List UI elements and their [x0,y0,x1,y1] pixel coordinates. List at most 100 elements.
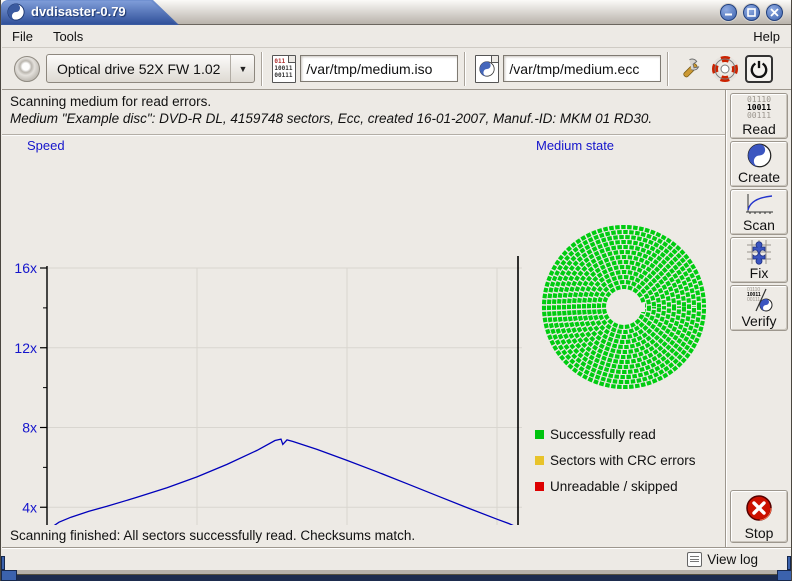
svg-text:10011: 10011 [747,292,761,298]
wrench-icon [683,58,700,77]
titlebar[interactable]: dvdisaster-0.79 [1,0,791,25]
power-icon [751,60,768,78]
footer-bar: View log [2,547,791,570]
svg-text:4x: 4x [22,499,37,515]
window-bottom-border [1,570,791,581]
chevron-down-icon[interactable]: ▼ [230,55,254,82]
svg-text:12x: 12x [14,340,37,356]
close-icon [770,8,779,17]
close-button[interactable] [766,4,783,21]
scan-graph-icon [746,193,773,214]
medium-state-title: Medium state [536,138,615,153]
create-button-label: Create [737,169,781,185]
menu-tools[interactable]: Tools [52,29,84,44]
disc-ring [581,264,667,350]
legend-item: Successfully read [535,421,696,447]
maximize-icon [747,8,756,17]
svg-text:00111: 00111 [747,297,760,303]
resize-grip-left[interactable] [1,570,17,581]
app-yinyang-icon [7,3,25,21]
disc-ring [571,254,677,360]
toolbar-separator [464,51,466,86]
verify-button[interactable]: 01110 10011 00111 Verify [730,285,788,331]
log-icon [687,551,703,567]
create-button[interactable]: Create [730,141,788,187]
legend-label: Sectors with CRC errors [550,452,696,468]
legend-label: Unreadable / skipped [550,478,678,494]
optical-disc-icon [14,55,40,82]
lifebuoy-icon [712,55,739,82]
svg-text:16x: 16x [14,260,37,276]
stop-button-label: Stop [744,525,774,541]
read-icon: 01110 10011 00111 [746,94,772,120]
verify-icon: 01110 10011 00111 [747,287,773,312]
main-content: Scanning medium for read errors. Medium … [2,90,725,547]
help-button[interactable] [711,55,739,83]
action-sidebar: 01110 10011 00111 Read Create Scan [725,90,791,547]
stop-icon [746,495,772,521]
speed-chart: 0x4x8x12x16x0.0G2.5G5.0G7.5G [14,256,522,525]
disc-ring [561,244,687,370]
toolbar-separator [667,51,669,86]
legend-item: Sectors with CRC errors [535,447,696,473]
disc-ring [586,269,662,345]
resize-grip[interactable] [1,556,5,570]
preferences-button[interactable] [677,55,705,83]
read-button-label: Read [742,121,776,137]
ecc-file-icon [475,54,500,83]
menubar: File Tools Help [2,26,791,48]
scan-button-label: Scan [743,217,775,233]
titlebar-tab-highlight [2,1,176,24]
minimize-icon [725,13,732,16]
window-title: dvdisaster-0.79 [31,4,126,19]
disc-hole-notch [634,303,645,312]
stop-button[interactable]: Stop [730,490,788,543]
verify-button-label: Verify [741,313,777,329]
fix-button[interactable]: Fix [730,237,788,283]
speed-chart-title: Speed [27,138,65,153]
quit-button[interactable] [745,54,774,83]
menu-help[interactable]: Help [753,29,780,44]
disc-ring [556,239,692,375]
view-log-button[interactable]: View log [687,551,791,567]
scan-result-status: Scanning finished: All sectors successfu… [10,528,416,543]
legend-swatch [535,481,544,491]
iso-file-icon: 011 10011 00111 [272,54,297,83]
drive-select-value: Optical drive 52X FW 1.02 [57,60,221,77]
status-line-action: Scanning medium for read errors. [10,94,212,109]
svg-text:01110: 01110 [747,287,760,293]
disc-ring [591,274,657,340]
medium-state-disc [541,224,707,390]
resize-grip-right[interactable] [777,570,791,581]
maximize-button[interactable] [743,4,760,21]
legend-swatch [535,455,544,465]
medium-state-legend: Successfully read Sectors with CRC errors… [535,421,696,499]
read-button[interactable]: 01110 10011 00111 Read [730,93,788,139]
legend-label: Successfully read [550,426,656,442]
toolbar: Optical drive 52X FW 1.02 ▼ 011 10011 0011… [2,48,791,90]
disc-ring [596,279,652,335]
legend-swatch [535,429,544,439]
resize-grip[interactable] [787,556,791,570]
toolbar-separator [261,51,263,86]
ecc-file-input[interactable] [503,55,662,82]
status-line-medium-info: Medium "Example disc": DVD-R DL, 4159748… [10,111,653,126]
disc-ring [541,224,707,390]
disc-ring [566,249,682,365]
disc-ring [551,234,697,380]
drive-select[interactable]: Optical drive 52X FW 1.02 ▼ [46,54,256,83]
menu-file[interactable]: File [12,29,33,44]
create-yinyang-icon [747,143,771,168]
svg-text:8x: 8x [22,420,37,436]
scan-button[interactable]: Scan [730,189,788,235]
minimize-button[interactable] [720,4,737,21]
disc-ring [546,229,702,385]
fix-puzzle-icon [747,239,771,265]
disc-ring [576,259,672,355]
separator [2,134,725,136]
iso-file-input[interactable] [300,55,459,82]
fix-button-label: Fix [749,265,769,281]
view-log-label: View log [707,551,758,567]
legend-item: Unreadable / skipped [535,473,696,499]
